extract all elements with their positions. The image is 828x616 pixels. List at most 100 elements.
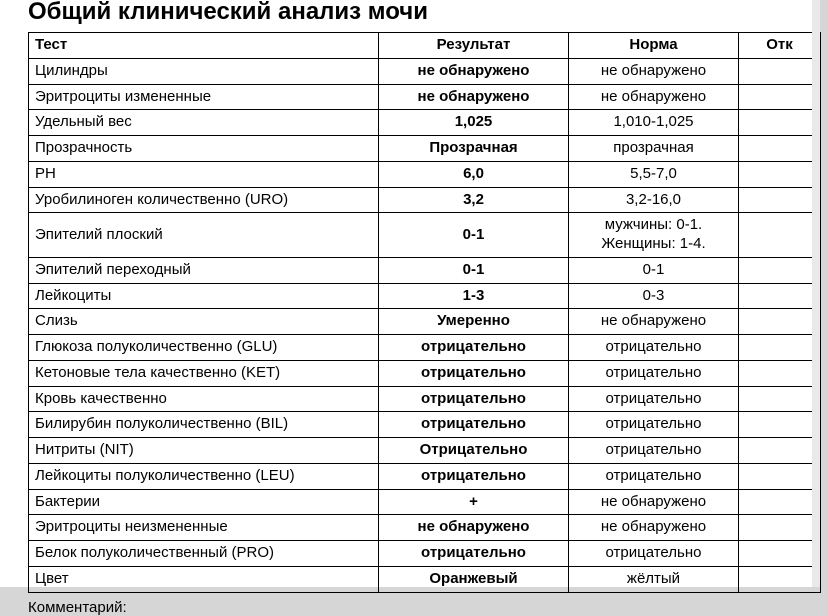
cell-deviation	[739, 412, 821, 438]
cell-test: Лейкоциты	[29, 283, 379, 309]
cell-result: Умеренно	[379, 309, 569, 335]
cell-test: Белок полуколичественный (PRO)	[29, 541, 379, 567]
cell-test: Бактерии	[29, 489, 379, 515]
cell-deviation	[739, 136, 821, 162]
cell-test: Билирубин полуколичественно (BIL)	[29, 412, 379, 438]
cell-test: Кетоновые тела качественно (KET)	[29, 360, 379, 386]
cell-result: 1,025	[379, 110, 569, 136]
cell-test: Эпителий переходный	[29, 257, 379, 283]
col-header-test: Тест	[29, 33, 379, 59]
table-row: Глюкоза полуколичественно (GLU)отрицател…	[29, 335, 821, 361]
table-row: Нитриты (NIT)Отрицательноотрицательно	[29, 438, 821, 464]
col-header-norm: Норма	[569, 33, 739, 59]
table-header-row: Тест Результат Норма Отк	[29, 33, 821, 59]
cell-test: Удельный вес	[29, 110, 379, 136]
table-row: Лейкоциты1-30-3	[29, 283, 821, 309]
table-row: Бактерии+не обнаружено	[29, 489, 821, 515]
col-header-result: Результат	[379, 33, 569, 59]
cell-result: отрицательно	[379, 463, 569, 489]
table-row: PH6,05,5-7,0	[29, 161, 821, 187]
cell-norm: отрицательно	[569, 438, 739, 464]
table-row: Уробилиноген количественно (URO)3,23,2-1…	[29, 187, 821, 213]
table-row: Эпителий переходный0-10-1	[29, 257, 821, 283]
cell-deviation	[739, 84, 821, 110]
cell-norm: не обнаружено	[569, 515, 739, 541]
cell-deviation	[739, 515, 821, 541]
cell-deviation	[739, 58, 821, 84]
cell-result: не обнаружено	[379, 58, 569, 84]
cell-norm: 1,010-1,025	[569, 110, 739, 136]
cell-deviation	[739, 463, 821, 489]
cell-test: PH	[29, 161, 379, 187]
cell-norm: отрицательно	[569, 412, 739, 438]
cell-deviation	[739, 386, 821, 412]
cell-deviation	[739, 335, 821, 361]
cell-result: Отрицательно	[379, 438, 569, 464]
cell-norm: не обнаружено	[569, 309, 739, 335]
cell-result: не обнаружено	[379, 84, 569, 110]
cell-result: отрицательно	[379, 386, 569, 412]
table-row: Билирубин полуколичественно (BIL)отрицат…	[29, 412, 821, 438]
cell-deviation	[739, 566, 821, 592]
cell-norm: не обнаружено	[569, 84, 739, 110]
cell-test: Лейкоциты полуколичественно (LEU)	[29, 463, 379, 489]
cell-norm: 5,5-7,0	[569, 161, 739, 187]
table-row: ПрозрачностьПрозрачнаяпрозрачная	[29, 136, 821, 162]
cell-deviation	[739, 161, 821, 187]
cell-result: Оранжевый	[379, 566, 569, 592]
cell-norm: 0-1	[569, 257, 739, 283]
cell-norm: не обнаружено	[569, 58, 739, 84]
comment-label: Комментарий:	[28, 593, 820, 616]
table-row: Лейкоциты полуколичественно (LEU)отрицат…	[29, 463, 821, 489]
results-table: Тест Результат Норма Отк Цилиндрыне обна…	[28, 32, 821, 593]
cell-deviation	[739, 309, 821, 335]
cell-result: 3,2	[379, 187, 569, 213]
table-row: Эритроциты неизмененныене обнаруженоне о…	[29, 515, 821, 541]
cell-result: 0-1	[379, 257, 569, 283]
cell-result: не обнаружено	[379, 515, 569, 541]
cell-test: Слизь	[29, 309, 379, 335]
cell-norm: 0-3	[569, 283, 739, 309]
cell-result: отрицательно	[379, 360, 569, 386]
cell-test: Эритроциты неизмененные	[29, 515, 379, 541]
cell-norm: мужчины: 0-1.Женщины: 1-4.	[569, 213, 739, 258]
cell-result: 0-1	[379, 213, 569, 258]
cell-deviation	[739, 110, 821, 136]
cell-norm: 3,2-16,0	[569, 187, 739, 213]
table-row: Удельный вес1,0251,010-1,025	[29, 110, 821, 136]
report-title: Общий клинический анализ мочи	[28, 0, 820, 32]
cell-result: отрицательно	[379, 541, 569, 567]
cell-test: Нитриты (NIT)	[29, 438, 379, 464]
table-row: Эпителий плоский0-1мужчины: 0-1.Женщины:…	[29, 213, 821, 258]
cell-result: Прозрачная	[379, 136, 569, 162]
cell-result: 6,0	[379, 161, 569, 187]
cell-test: Эпителий плоский	[29, 213, 379, 258]
table-row: Кетоновые тела качественно (KET)отрицате…	[29, 360, 821, 386]
cell-norm: отрицательно	[569, 386, 739, 412]
cell-result: 1-3	[379, 283, 569, 309]
cell-test: Кровь качественно	[29, 386, 379, 412]
cell-test: Уробилиноген количественно (URO)	[29, 187, 379, 213]
table-row: Кровь качественноотрицательноотрицательн…	[29, 386, 821, 412]
cell-test: Цилиндры	[29, 58, 379, 84]
cell-norm: отрицательно	[569, 335, 739, 361]
cell-test: Прозрачность	[29, 136, 379, 162]
cell-norm: отрицательно	[569, 360, 739, 386]
table-row: Цилиндрыне обнаруженоне обнаружено	[29, 58, 821, 84]
cell-deviation	[739, 489, 821, 515]
cell-deviation	[739, 438, 821, 464]
cell-norm: прозрачная	[569, 136, 739, 162]
cell-norm: отрицательно	[569, 541, 739, 567]
cell-result: отрицательно	[379, 412, 569, 438]
report-page: Общий клинический анализ мочи Тест Резул…	[0, 0, 820, 587]
cell-result: +	[379, 489, 569, 515]
cell-norm: жёлтый	[569, 566, 739, 592]
scrollbar-track[interactable]	[812, 0, 820, 587]
cell-deviation	[739, 187, 821, 213]
cell-deviation	[739, 541, 821, 567]
table-row: Белок полуколичественный (PRO)отрицатель…	[29, 541, 821, 567]
cell-result: отрицательно	[379, 335, 569, 361]
cell-test: Цвет	[29, 566, 379, 592]
table-row: СлизьУмеренноне обнаружено	[29, 309, 821, 335]
cell-norm: не обнаружено	[569, 489, 739, 515]
